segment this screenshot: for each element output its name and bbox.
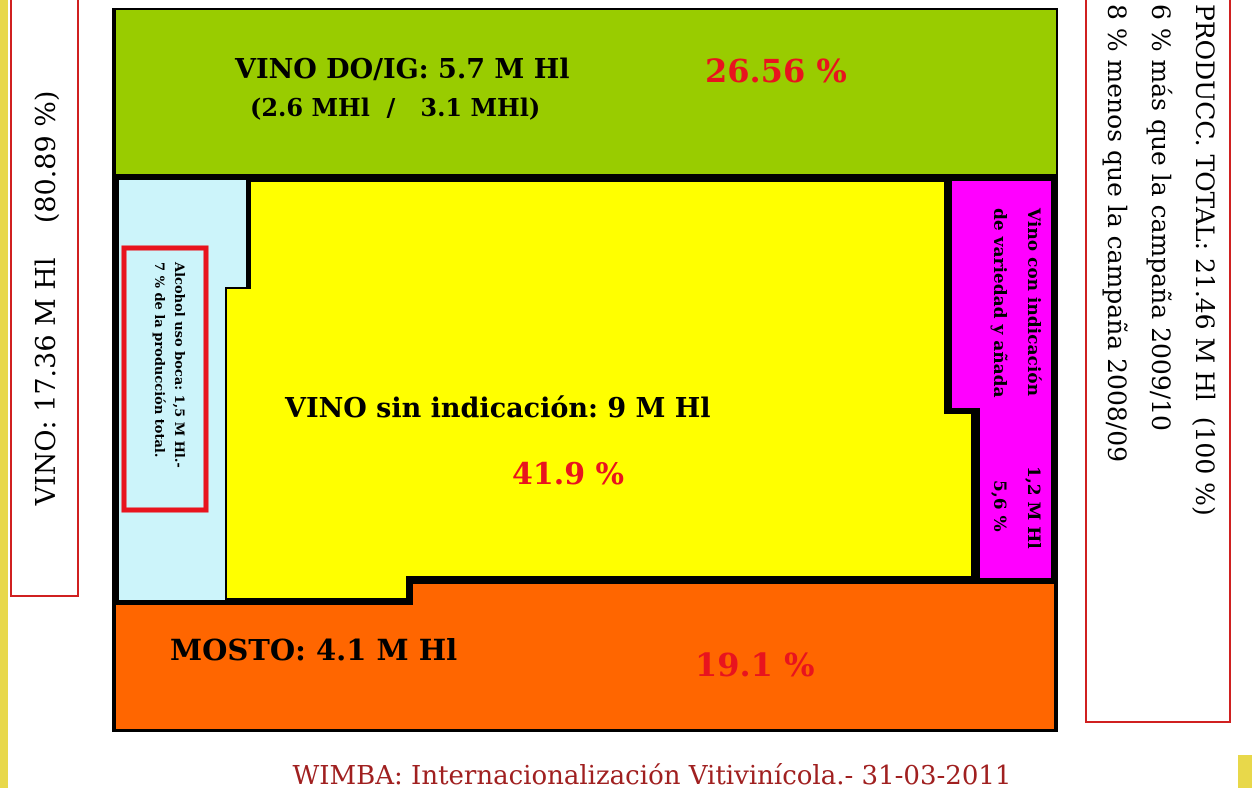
right-box-line1: PRODUCC. TOTAL: 21.46 M Hl (100 %)	[1190, 4, 1219, 516]
left-strip	[0, 0, 8, 788]
do-ig-percent: 26.56 %	[705, 52, 847, 90]
variedad-percent: 5,6 %	[989, 480, 1009, 532]
sin-indicacion-block	[225, 180, 973, 600]
do-ig-label: VINO DO/IG: 5.7 M Hl	[234, 54, 569, 85]
corner-square	[1238, 755, 1252, 788]
mosto-percent: 19.1 %	[695, 646, 814, 684]
variedad-line2: de variedad y añada	[989, 208, 1009, 398]
right-box-line2: 6 % más que la campaña 2009/10	[1146, 4, 1175, 431]
variedad-amount: 1,2 M Hl	[1023, 466, 1043, 549]
alcohol-box	[121, 245, 209, 513]
alcohol-line1: Alcohol uso boca: 1,5 M Hl.-	[171, 261, 186, 468]
sin-indicacion-percent: 41.9 %	[512, 457, 624, 492]
alcohol-line2: 7 % de la producción total.	[151, 262, 166, 457]
sin-indicacion-label: VINO sin indicación: 9 M Hl	[284, 393, 711, 424]
left-box-text: VINO: 17.36 M Hl (80.89 %)	[31, 91, 62, 507]
mosto-block	[116, 584, 1054, 729]
do-ig-block	[116, 10, 1056, 174]
left-box	[10, 0, 79, 597]
do-ig-detail: (2.6 MHl / 3.1 MHl)	[250, 93, 540, 122]
right-box-line3: 8 % menos que la campaña 2008/09	[1102, 4, 1131, 462]
footer: WIMBA: Internacionalización Vitivinícola…	[293, 761, 1012, 788]
right-box	[1085, 0, 1231, 723]
variedad-line1: Vino con indicación	[1023, 207, 1043, 396]
variedad-block	[952, 181, 1051, 578]
mosto-label: MOSTO: 4.1 M Hl	[170, 633, 457, 667]
